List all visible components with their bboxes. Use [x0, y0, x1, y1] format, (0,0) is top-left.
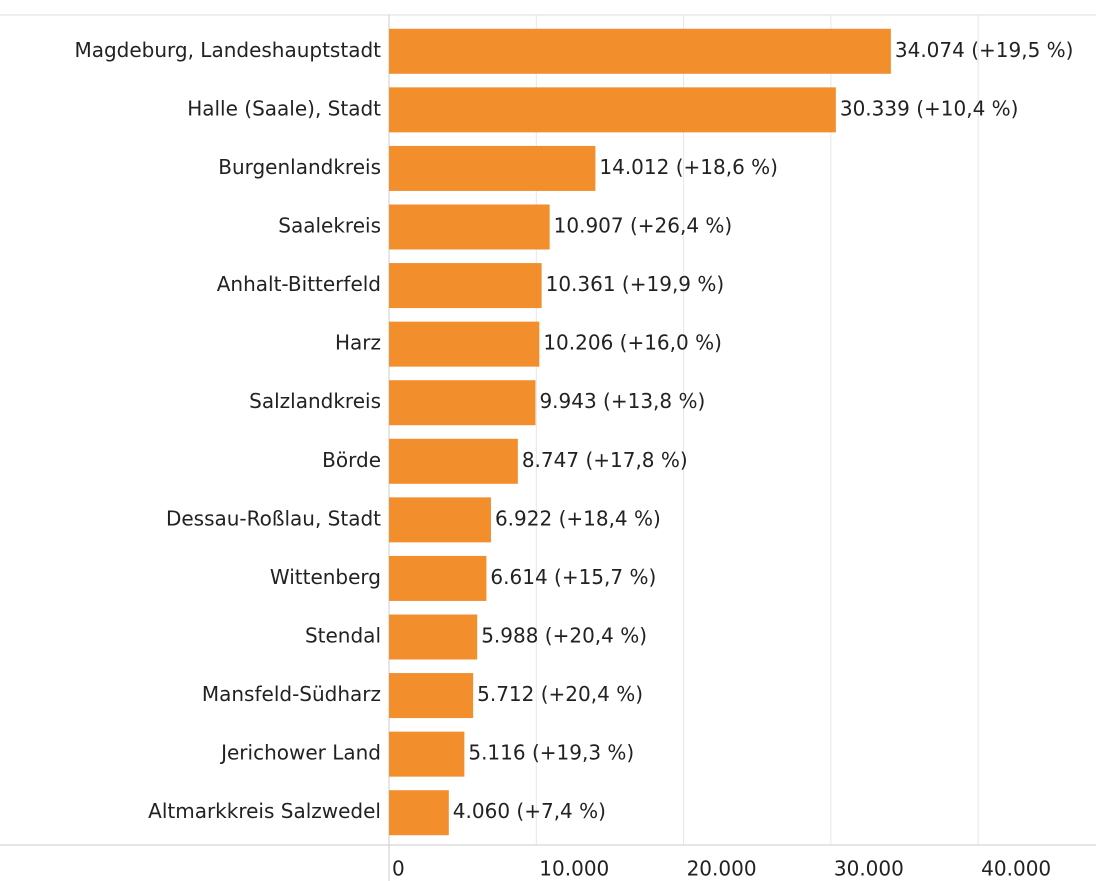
y-tick-label: Stendal	[305, 624, 381, 648]
bar	[389, 790, 449, 836]
value-label: 4.060 (+7,4 %)	[453, 799, 606, 823]
y-tick-label: Anhalt-Bitterfeld	[217, 272, 381, 296]
bar	[389, 614, 478, 660]
y-tick-label: Halle (Saale), Stadt	[187, 96, 381, 120]
y-tick-label: Dessau-Roßlau, Stadt	[166, 506, 381, 530]
x-tick-label: 30.000	[834, 857, 904, 881]
value-label: 5.116 (+19,3 %)	[468, 741, 634, 765]
value-label: 10.907 (+26,4 %)	[554, 214, 733, 238]
y-tick-label: Altmarkkreis Salzwedel	[148, 799, 381, 823]
bar	[389, 438, 518, 484]
y-tick-label: Mansfeld-Südharz	[202, 682, 381, 706]
bar	[389, 555, 487, 601]
value-label: 30.339 (+10,4 %)	[840, 96, 1019, 120]
x-tick-label: 20.000	[687, 857, 757, 881]
value-label: 10.206 (+16,0 %)	[543, 331, 722, 355]
value-label: 8.747 (+17,8 %)	[522, 448, 688, 472]
y-tick-label: Magdeburg, Landeshauptstadt	[74, 38, 381, 62]
y-tick-label: Jerichower Land	[219, 741, 381, 765]
y-tick-label: Harz	[335, 331, 381, 355]
bar	[389, 145, 596, 191]
value-label: 5.988 (+20,4 %)	[481, 624, 647, 648]
value-label: 14.012 (+18,6 %)	[599, 155, 778, 179]
value-label: 10.361 (+19,9 %)	[546, 272, 725, 296]
x-tick-label: 40.000	[981, 857, 1051, 881]
value-label: 9.943 (+13,8 %)	[539, 389, 705, 413]
bar	[389, 87, 836, 133]
value-label: 5.712 (+20,4 %)	[477, 682, 643, 706]
value-label: 6.922 (+18,4 %)	[495, 506, 661, 530]
x-tick-label: 0	[392, 857, 405, 881]
bar	[389, 380, 536, 426]
y-tick-label: Saalekreis	[278, 214, 381, 238]
bar	[389, 263, 542, 309]
y-tick-label: Wittenberg	[270, 565, 381, 589]
value-label: 34.074 (+19,5 %)	[895, 38, 1074, 62]
x-tick-label: 10.000	[539, 857, 609, 881]
bar	[389, 731, 465, 777]
value-label: 6.614 (+15,7 %)	[490, 565, 656, 589]
bar	[389, 204, 550, 250]
bar	[389, 497, 491, 543]
y-tick-label: Burgenlandkreis	[218, 155, 381, 179]
y-tick-label: Salzlandkreis	[249, 389, 381, 413]
bar	[389, 28, 891, 74]
y-tick-label: Börde	[322, 448, 381, 472]
bar	[389, 673, 474, 719]
bar	[389, 321, 540, 367]
